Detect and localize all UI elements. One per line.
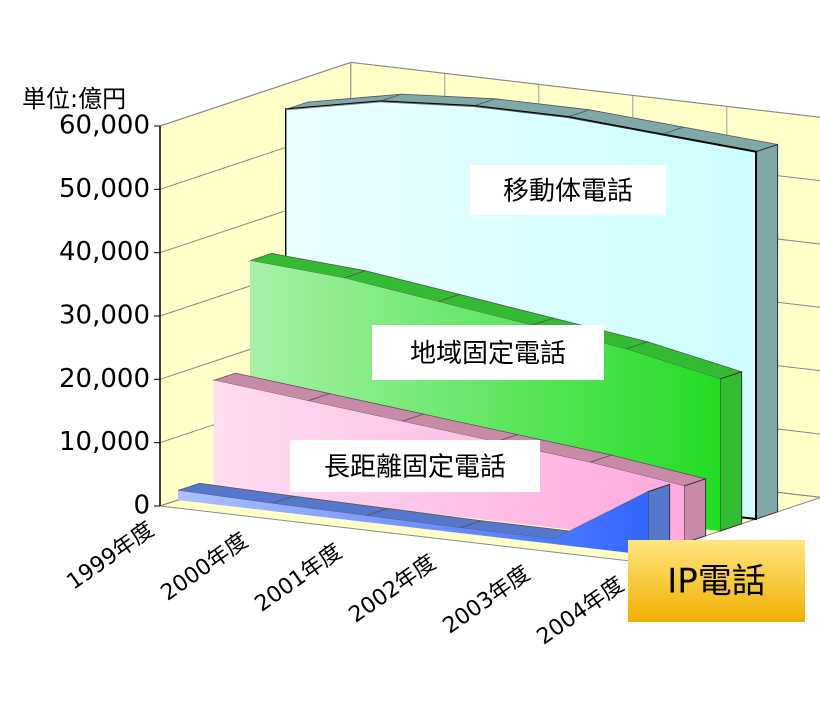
y-tick-label: 20,000 — [59, 364, 150, 394]
area-side-face — [683, 478, 707, 544]
series-label-text: IP電話 — [667, 562, 766, 602]
y-tick-label: 30,000 — [59, 301, 150, 331]
series-label-text: 移動体電話 — [503, 177, 633, 207]
series-label-box — [372, 325, 604, 380]
x-tick-label: 2000年度 — [157, 528, 253, 606]
series-label: 地域固定電話 — [372, 325, 604, 380]
area-shine — [178, 490, 648, 555]
series-label: 長距離固定電話 — [290, 440, 540, 492]
grid-line — [159, 61, 820, 127]
area-side-face — [755, 143, 779, 520]
series-label-box — [628, 540, 805, 622]
y-tick-label: 60,000 — [59, 111, 150, 141]
x-tick-label: 2002年度 — [345, 550, 441, 628]
series-label-box — [470, 165, 666, 215]
series-label-text: 地域固定電話 — [410, 339, 566, 369]
x-tick-label: 2001年度 — [251, 539, 347, 617]
unit-label: 単位:億円 — [22, 85, 126, 113]
y-tick-label: 40,000 — [59, 237, 150, 267]
series-label-text: 長距離固定電話 — [324, 453, 506, 483]
y-tick-label: 50,000 — [59, 174, 150, 204]
x-tick-label: 1999年度 — [63, 517, 159, 595]
area-side-face — [719, 371, 743, 532]
x-tick-label: 2004年度 — [533, 572, 629, 650]
series-label: 移動体電話 — [470, 165, 666, 215]
y-tick-label: 10,000 — [59, 427, 150, 457]
y-tick-label: 0 — [133, 491, 150, 521]
x-tick-label: 2003年度 — [439, 561, 535, 639]
series-label: IP電話 — [628, 540, 805, 622]
series-label-box — [290, 440, 540, 492]
